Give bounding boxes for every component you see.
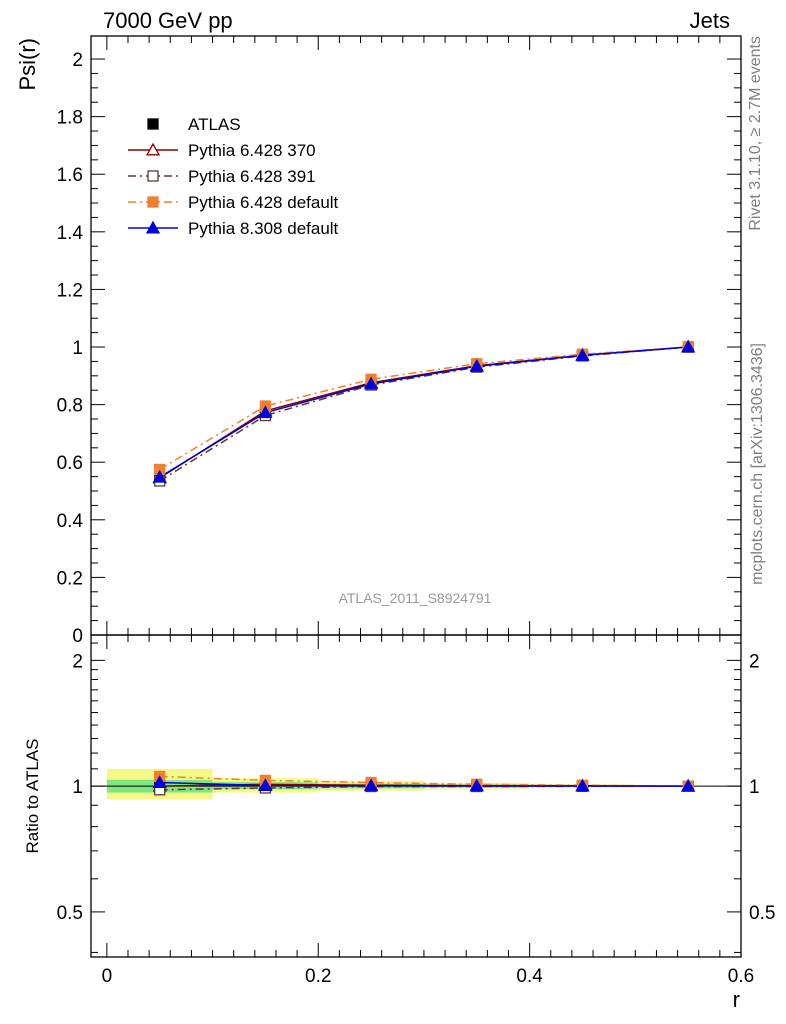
ratio-ytick-label-right-0: 0.5 xyxy=(749,903,775,924)
series-point-4-2 xyxy=(363,376,379,390)
rivet-label: Rivet 3.1.10, ≥ 2.7M events xyxy=(747,36,764,231)
mcplots-label: mcplots.cern.ch [arXiv:1306.3436] xyxy=(749,343,766,585)
header-left: 7000 GeV pp xyxy=(103,8,233,33)
ratio-frame xyxy=(90,634,742,958)
main-plot-area xyxy=(152,339,696,487)
header-right: Jets xyxy=(690,8,730,33)
xtick-label-0: 0 xyxy=(102,966,113,987)
ratio-point-4-5 xyxy=(681,778,696,792)
ratio-line-3 xyxy=(159,775,689,787)
main-ytick-label-10: 2 xyxy=(72,50,83,71)
main-ytick-label-6: 1.2 xyxy=(57,280,83,301)
main-ytick-label-2: 0.4 xyxy=(57,511,84,532)
xtick-label-3: 0.6 xyxy=(728,966,754,987)
legend-marker-0 xyxy=(147,118,159,130)
ratio-line-4 xyxy=(159,781,689,787)
legend-label-3: Pythia 6.428 default xyxy=(188,193,339,212)
main-ytick-label-8: 1.6 xyxy=(57,165,83,186)
series-line-1 xyxy=(159,346,689,479)
series-line-2 xyxy=(159,346,689,482)
ratio-plot-area xyxy=(91,768,741,800)
main-y-axis-label: Psi(r) xyxy=(15,38,40,91)
xtick-label-2: 0.4 xyxy=(516,966,543,987)
ratio-ytick-label-right-2: 2 xyxy=(749,651,760,672)
axes: 0 0.2 0.4 0.6 0.8 1 1.2 1.4 1.6 1.8 2 0.5 0.5 1 1 2 2 0 0.… xyxy=(57,35,775,987)
series-line-3 xyxy=(159,346,689,471)
main-ytick-label-9: 1.8 xyxy=(57,108,83,129)
main-ytick-label-7: 1.4 xyxy=(57,223,84,244)
x-axis-label: r xyxy=(733,987,740,1012)
legend-label-0: ATLAS xyxy=(188,115,241,134)
main-ytick-label-1: 0.2 xyxy=(57,568,83,589)
main-ytick-label-4: 0.8 xyxy=(57,396,83,417)
ratio-ytick-label-right-1: 1 xyxy=(749,777,760,798)
xtick-label-1: 0.2 xyxy=(305,966,331,987)
ratio-ytick-label-left-1: 1 xyxy=(72,777,83,798)
ratio-point-4-2 xyxy=(363,778,379,792)
series-point-4-5 xyxy=(681,339,696,353)
legend-marker-2 xyxy=(147,170,159,182)
main-ytick-label-0: 0 xyxy=(72,626,83,647)
series-point-4-0 xyxy=(152,469,167,483)
ratio-ytick-label-left-0: 0.5 xyxy=(57,903,83,924)
analysis-label: ATLAS_2011_S8924791 xyxy=(339,590,492,606)
legend-marker-3 xyxy=(147,196,159,208)
series-line-4 xyxy=(159,346,689,478)
ratio-point-4-0 xyxy=(152,775,167,788)
legend: ATLAS Pythia 6.428 370 Pythia 6.428 391 Pyt… xyxy=(128,115,339,238)
main-ytick-label-3: 0.6 xyxy=(57,453,83,474)
legend-marker-4 xyxy=(145,220,161,234)
ratio-y-axis-label: Ratio to ATLAS xyxy=(23,739,42,854)
legend-label-1: Pythia 6.428 370 xyxy=(188,141,316,160)
ratio-ytick-label-left-2: 2 xyxy=(72,651,83,672)
series-point-4-3 xyxy=(469,358,484,372)
legend-label-2: Pythia 6.428 391 xyxy=(188,167,316,186)
ratio-point-4-1 xyxy=(258,778,273,792)
legend-label-4: Pythia 8.308 default xyxy=(188,219,339,238)
ratio-point-4-4 xyxy=(575,778,590,792)
ratio-point-4-3 xyxy=(469,778,484,792)
series-point-4-4 xyxy=(575,348,590,361)
series-point-4-1 xyxy=(258,405,273,419)
legend-marker-1 xyxy=(145,142,161,156)
main-ytick-label-5: 1 xyxy=(72,338,83,359)
